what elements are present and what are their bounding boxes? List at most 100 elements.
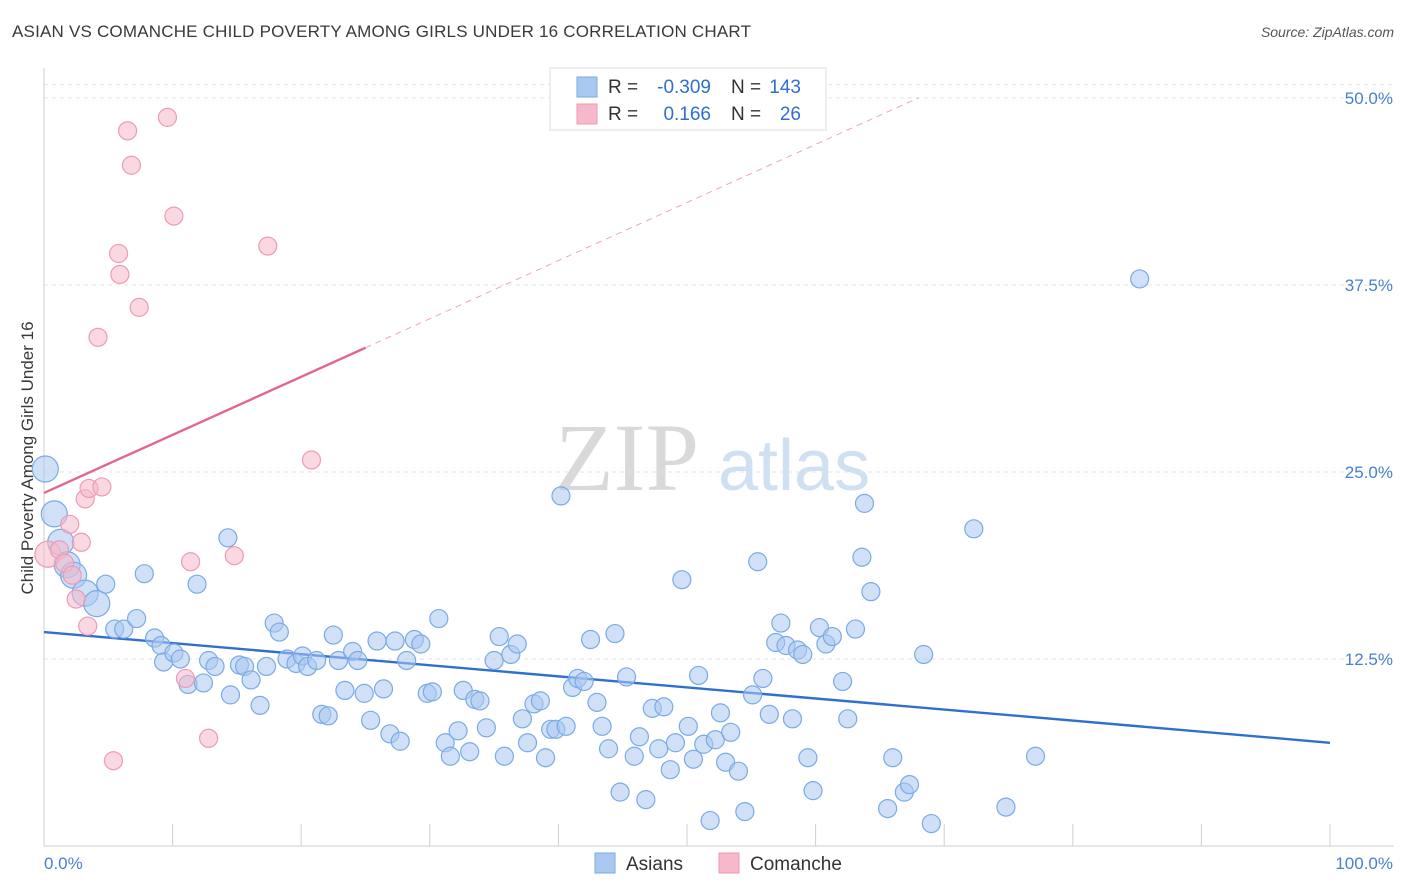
chart-title: ASIAN VS COMANCHE CHILD POVERTY AMONG GI… <box>12 22 752 41</box>
point-asians <box>193 673 214 693</box>
point-asians <box>683 749 704 769</box>
point-asians <box>551 486 571 506</box>
point-asians <box>838 709 858 729</box>
point-asians <box>530 691 550 711</box>
legend-swatch-asians <box>576 76 598 98</box>
legend-n-value: 26 <box>780 104 801 125</box>
point-asians <box>996 797 1016 817</box>
point-asians <box>759 704 779 724</box>
point-asians <box>624 746 644 766</box>
legend-r-label: R = <box>608 104 638 125</box>
point-asians <box>592 716 612 736</box>
point-asians <box>636 790 656 810</box>
point-comanche <box>92 477 112 497</box>
point-asians <box>269 622 289 642</box>
point-asians <box>494 746 514 766</box>
point-asians <box>822 626 842 647</box>
correlation-legend: R = -0.309 N = 143 R = 0.166 N = 26 <box>549 67 827 131</box>
point-asians <box>83 590 111 618</box>
point-asians <box>861 582 881 602</box>
point-asians <box>114 619 134 639</box>
point-asians <box>512 709 532 729</box>
x-tick-label: 100.0% <box>1335 854 1393 873</box>
trend-lines <box>43 97 1331 744</box>
point-asians <box>448 721 468 741</box>
point-asians <box>654 697 674 717</box>
point-asians <box>390 731 410 751</box>
point-asians <box>700 810 720 831</box>
y-axis-label: Child Poverty Among Girls Under 16 <box>18 321 37 594</box>
point-comanche <box>121 155 142 175</box>
point-asians <box>580 629 601 650</box>
point-asians <box>705 730 725 750</box>
point-asians <box>735 801 755 822</box>
trend-extension-comanche <box>365 97 919 349</box>
watermark-zip: ZIP <box>555 404 699 511</box>
point-asians <box>422 682 442 702</box>
point-asians <box>883 748 903 768</box>
point-asians <box>803 781 823 801</box>
point-comanche <box>62 565 82 585</box>
legend-r-value: 0.166 <box>663 104 711 125</box>
legend-n-label: N = <box>731 104 761 125</box>
legend-r-label: R = <box>608 77 638 98</box>
point-comanche <box>129 297 149 317</box>
point-comanche <box>60 514 80 534</box>
point-asians <box>605 623 625 644</box>
legend-r-value: -0.309 <box>657 77 711 98</box>
point-asians <box>854 493 875 513</box>
point-asians <box>660 760 680 780</box>
point-asians <box>678 716 698 736</box>
point-asians <box>354 683 374 703</box>
point-asians <box>440 746 460 766</box>
point-comanche <box>71 532 91 552</box>
point-asians <box>250 695 270 715</box>
point-asians <box>373 679 394 699</box>
point-asians <box>665 733 686 753</box>
point-asians <box>507 634 527 654</box>
point-asians <box>649 739 669 759</box>
point-asians <box>328 650 349 671</box>
point-asians <box>833 671 853 692</box>
point-asians <box>307 650 327 671</box>
point-comanche <box>175 668 196 689</box>
point-asians <box>470 691 490 711</box>
point-asians <box>489 626 509 647</box>
point-asians <box>672 570 692 590</box>
point-comanche <box>164 206 184 226</box>
point-asians <box>598 739 619 759</box>
point-asians <box>1025 746 1046 766</box>
point-asians <box>460 742 480 762</box>
point-comanche <box>110 264 130 285</box>
point-asians <box>587 692 607 712</box>
point-asians <box>556 716 576 736</box>
source-label: Source: ZipAtlas.com <box>1260 24 1394 40</box>
point-asians <box>878 798 898 819</box>
point-asians <box>220 685 241 705</box>
point-asians <box>753 668 773 689</box>
point-asians <box>385 631 405 651</box>
point-asians <box>688 665 709 686</box>
point-asians <box>964 519 984 539</box>
point-comanche <box>103 751 124 771</box>
y-tick-label: 25.0% <box>1345 463 1393 482</box>
trend-line-asians <box>43 630 1331 744</box>
point-asians <box>256 656 277 677</box>
point-asians <box>710 703 731 723</box>
point-asians <box>899 775 920 795</box>
point-comanche <box>258 236 278 256</box>
x-tick-label: 0.0% <box>44 854 83 873</box>
y-tick-label: 12.5% <box>1345 650 1393 669</box>
point-comanche <box>157 107 178 127</box>
point-asians <box>170 649 190 669</box>
point-asians <box>411 634 431 654</box>
watermark-atlas: atlas <box>718 426 870 506</box>
point-asians <box>348 650 368 671</box>
point-asians <box>574 671 594 692</box>
point-asians <box>134 564 154 584</box>
point-comanche <box>88 327 108 347</box>
point-asians <box>742 685 763 705</box>
point-asians <box>921 813 941 834</box>
point-asians <box>728 761 749 781</box>
